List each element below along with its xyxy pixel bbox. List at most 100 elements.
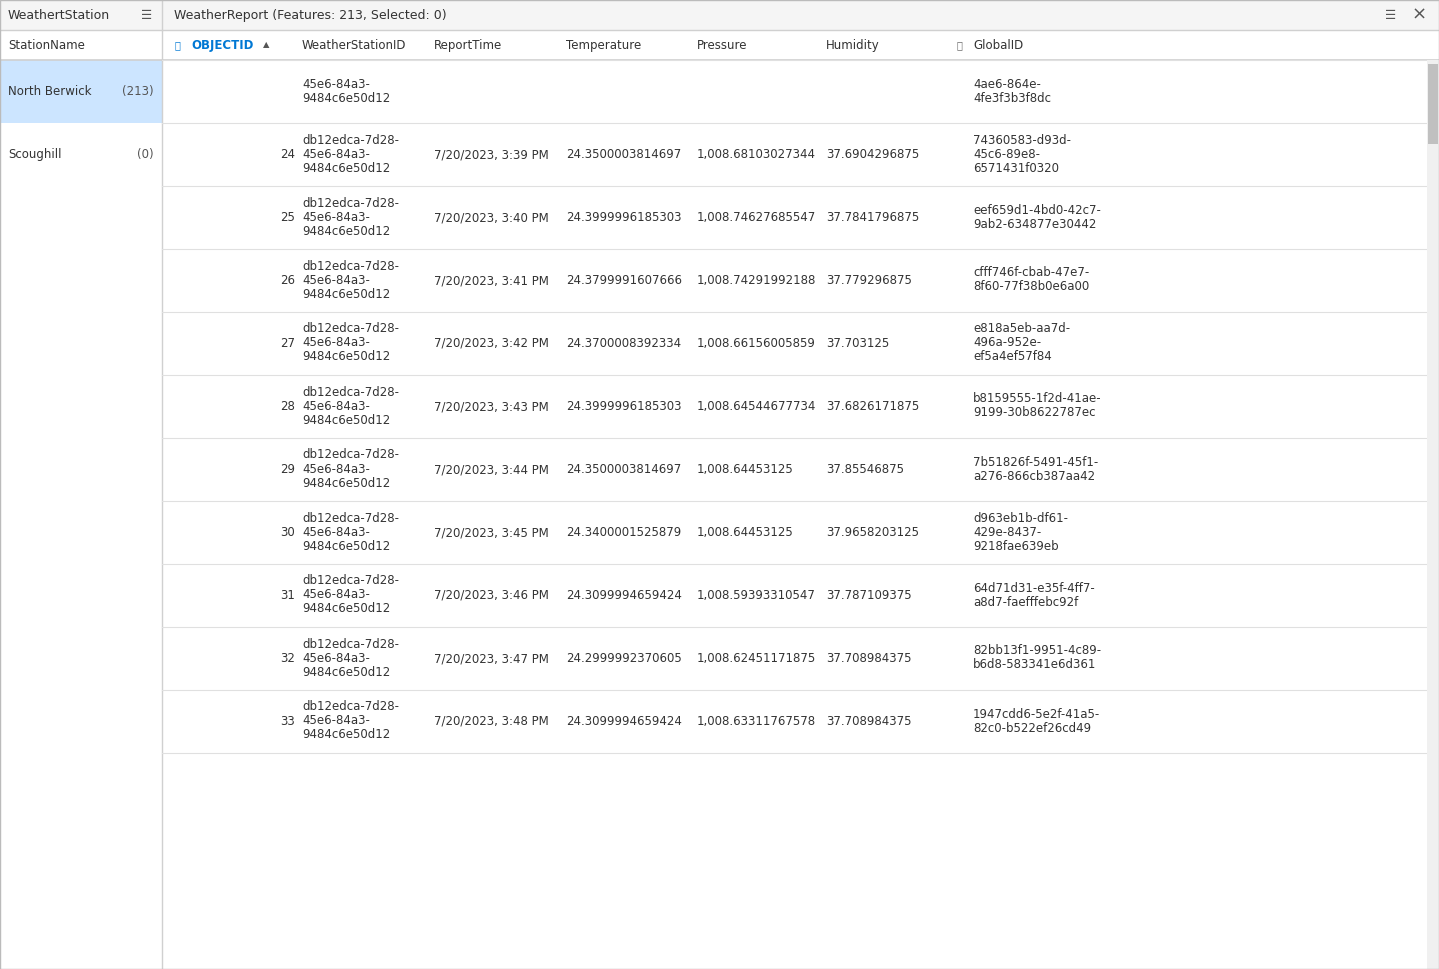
Text: 7/20/2023, 3:43 PM: 7/20/2023, 3:43 PM — [435, 400, 548, 413]
Text: 1,008.66156005859: 1,008.66156005859 — [696, 337, 816, 350]
Text: ×: × — [1412, 6, 1426, 24]
Text: 1,008.59393310547: 1,008.59393310547 — [696, 589, 816, 602]
Text: 45e6-84a3-: 45e6-84a3- — [302, 399, 370, 413]
Text: 74360583-d93d-: 74360583-d93d- — [973, 134, 1071, 146]
Text: 9484c6e50d12: 9484c6e50d12 — [302, 414, 390, 426]
Text: 1,008.74627685547: 1,008.74627685547 — [696, 211, 816, 224]
Bar — [163, 60, 1427, 123]
Text: cfff746f-cbab-47e7-: cfff746f-cbab-47e7- — [973, 266, 1089, 279]
Text: 24.3999996185303: 24.3999996185303 — [566, 400, 682, 413]
Text: WeatherReport (Features: 213, Selected: 0): WeatherReport (Features: 213, Selected: … — [174, 9, 446, 21]
Text: db12edca-7d28-: db12edca-7d28- — [302, 512, 399, 524]
Text: 37.9658203125: 37.9658203125 — [826, 526, 920, 539]
Text: 9484c6e50d12: 9484c6e50d12 — [302, 225, 390, 237]
Text: 7b51826f-5491-45f1-: 7b51826f-5491-45f1- — [973, 455, 1098, 468]
Text: Scoughill: Scoughill — [9, 148, 62, 161]
Bar — [163, 690, 1427, 753]
Text: OBJECTID: OBJECTID — [191, 39, 253, 51]
Text: 28: 28 — [281, 400, 295, 413]
Text: 37.6826171875: 37.6826171875 — [826, 400, 920, 413]
Text: Humidity: Humidity — [826, 39, 879, 51]
Text: 9484c6e50d12: 9484c6e50d12 — [302, 162, 390, 174]
Bar — [163, 123, 1427, 186]
Text: 24.3500003814697: 24.3500003814697 — [566, 148, 681, 161]
Text: 45e6-84a3-: 45e6-84a3- — [302, 525, 370, 539]
Text: WeatherStationID: WeatherStationID — [302, 39, 406, 51]
Text: StationName: StationName — [9, 39, 85, 51]
Bar — [0, 0, 1439, 30]
Text: Pressure: Pressure — [696, 39, 747, 51]
Text: WeathertStation: WeathertStation — [9, 9, 111, 21]
Text: 9484c6e50d12: 9484c6e50d12 — [302, 91, 390, 105]
Text: db12edca-7d28-: db12edca-7d28- — [302, 197, 399, 209]
Bar — [163, 438, 1427, 501]
Text: 1947cdd6-5e2f-41a5-: 1947cdd6-5e2f-41a5- — [973, 707, 1101, 721]
Text: 🔒: 🔒 — [957, 40, 963, 50]
Text: Temperature: Temperature — [566, 39, 642, 51]
Text: db12edca-7d28-: db12edca-7d28- — [302, 134, 399, 146]
Text: 7/20/2023, 3:48 PM: 7/20/2023, 3:48 PM — [435, 715, 548, 728]
Text: b6d8-583341e6d361: b6d8-583341e6d361 — [973, 659, 1097, 672]
Text: eef659d1-4bd0-42c7-: eef659d1-4bd0-42c7- — [973, 203, 1101, 216]
Text: 31: 31 — [281, 589, 295, 602]
Text: 9484c6e50d12: 9484c6e50d12 — [302, 477, 390, 489]
Bar — [163, 249, 1427, 312]
Text: 37.787109375: 37.787109375 — [826, 589, 912, 602]
Text: a276-866cb387aa42: a276-866cb387aa42 — [973, 470, 1095, 483]
Text: 24.3700008392334: 24.3700008392334 — [566, 337, 681, 350]
Bar — [163, 564, 1427, 627]
Text: db12edca-7d28-: db12edca-7d28- — [302, 323, 399, 335]
Text: 9ab2-634877e30442: 9ab2-634877e30442 — [973, 217, 1097, 231]
Text: 1,008.63311767578: 1,008.63311767578 — [696, 715, 816, 728]
Text: ReportTime: ReportTime — [435, 39, 502, 51]
Text: 7/20/2023, 3:46 PM: 7/20/2023, 3:46 PM — [435, 589, 548, 602]
Text: 1,008.74291992188: 1,008.74291992188 — [696, 274, 816, 287]
Text: 25: 25 — [281, 211, 295, 224]
Text: 9484c6e50d12: 9484c6e50d12 — [302, 729, 390, 741]
Text: 7/20/2023, 3:42 PM: 7/20/2023, 3:42 PM — [435, 337, 548, 350]
Text: 37.779296875: 37.779296875 — [826, 274, 912, 287]
Text: 45e6-84a3-: 45e6-84a3- — [302, 462, 370, 476]
Text: 24.3799991607666: 24.3799991607666 — [566, 274, 682, 287]
Text: 37.7841796875: 37.7841796875 — [826, 211, 920, 224]
Bar — [163, 312, 1427, 375]
Text: db12edca-7d28-: db12edca-7d28- — [302, 701, 399, 713]
Text: 9484c6e50d12: 9484c6e50d12 — [302, 351, 390, 363]
Text: b8159555-1f2d-41ae-: b8159555-1f2d-41ae- — [973, 392, 1102, 405]
Text: 30: 30 — [281, 526, 295, 539]
Text: 8f60-77f38b0e6a00: 8f60-77f38b0e6a00 — [973, 280, 1089, 294]
Bar — [0, 123, 163, 186]
Text: 429e-8437-: 429e-8437- — [973, 525, 1042, 539]
Text: 1,008.64544677734: 1,008.64544677734 — [696, 400, 816, 413]
Bar — [1427, 60, 1439, 969]
Text: 37.703125: 37.703125 — [826, 337, 889, 350]
Text: GlobalID: GlobalID — [973, 39, 1023, 51]
Text: 82c0-b522ef26cd49: 82c0-b522ef26cd49 — [973, 722, 1091, 735]
Text: db12edca-7d28-: db12edca-7d28- — [302, 386, 399, 398]
Text: 45c6-89e8-: 45c6-89e8- — [973, 147, 1040, 161]
Bar — [0, 30, 1439, 60]
Text: 9218fae639eb: 9218fae639eb — [973, 540, 1059, 552]
Text: 45e6-84a3-: 45e6-84a3- — [302, 588, 370, 602]
Text: ef5a4ef57f84: ef5a4ef57f84 — [973, 351, 1052, 363]
Text: 4fe3f3b3f8dc: 4fe3f3b3f8dc — [973, 91, 1050, 105]
Text: db12edca-7d28-: db12edca-7d28- — [302, 449, 399, 461]
Text: 24.2999992370605: 24.2999992370605 — [566, 652, 682, 665]
Text: 1,008.64453125: 1,008.64453125 — [696, 463, 794, 476]
Text: 7/20/2023, 3:45 PM: 7/20/2023, 3:45 PM — [435, 526, 548, 539]
Text: 24.3099994659424: 24.3099994659424 — [566, 589, 682, 602]
Text: 37.6904296875: 37.6904296875 — [826, 148, 920, 161]
Text: 24.3099994659424: 24.3099994659424 — [566, 715, 682, 728]
Bar — [163, 186, 1427, 249]
Text: 45e6-84a3-: 45e6-84a3- — [302, 273, 370, 287]
Bar — [0, 60, 163, 123]
Text: 45e6-84a3-: 45e6-84a3- — [302, 714, 370, 728]
Text: 24: 24 — [281, 148, 295, 161]
Text: 9484c6e50d12: 9484c6e50d12 — [302, 666, 390, 678]
Text: 45e6-84a3-: 45e6-84a3- — [302, 147, 370, 161]
Text: 45e6-84a3-: 45e6-84a3- — [302, 78, 370, 90]
Text: 9484c6e50d12: 9484c6e50d12 — [302, 288, 390, 300]
Bar — [163, 375, 1427, 438]
Text: 27: 27 — [281, 337, 295, 350]
Text: 45e6-84a3-: 45e6-84a3- — [302, 210, 370, 224]
